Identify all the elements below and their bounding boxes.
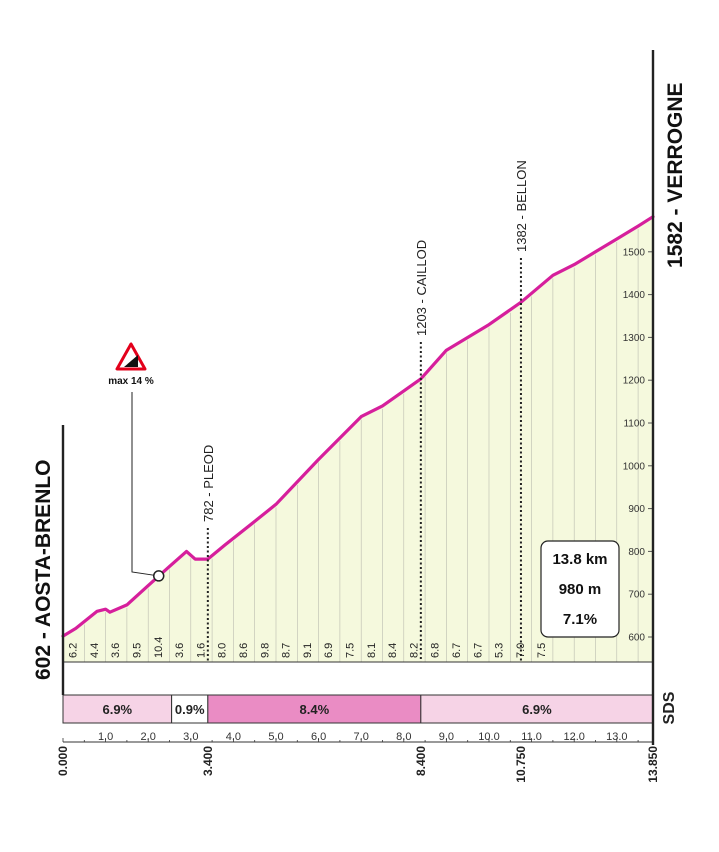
brand-logo: SDS [661, 691, 678, 724]
distance-tick-label: 1.0 [98, 731, 113, 743]
elevation-tick-label: 1100 [623, 419, 645, 430]
profile-line [61, 215, 655, 638]
km-marker-label: 13.850 [646, 746, 660, 783]
start-label: 602 - AOSTA-BRENLO [32, 459, 55, 680]
elevation-tick-label: 1000 [623, 461, 646, 472]
gradient-label: 1.6 [195, 643, 207, 658]
elevation-tick-label: 800 [628, 547, 645, 558]
elevation-tick-label: 1200 [623, 376, 646, 387]
gradient-label: 6.8 [430, 643, 442, 658]
km-marker-label: 3.400 [201, 746, 215, 776]
elevation-tick-label: 900 [628, 504, 645, 515]
summary-distance: 13.8 km [552, 551, 607, 568]
gradient-label: 9.5 [132, 643, 144, 658]
summary-average: 7.1% [563, 611, 597, 628]
gradient-label: 7.5 [536, 643, 548, 658]
gradient-label: 6.9 [323, 643, 335, 658]
gradient-label: 8.0 [217, 643, 229, 658]
elevation-tick-label: 1300 [623, 333, 646, 344]
elevation-tick-label: 1500 [623, 247, 646, 258]
gradient-label: 6.2 [68, 643, 80, 658]
gradient-labels: 6.2 4.4 3.6 9.5 10.4 3.6 1.6 8.0 8.6 9.8 8.7 9.1 6.9… [68, 637, 549, 658]
gradient-label: 8.2 [408, 643, 420, 658]
slope-icon [124, 355, 138, 367]
gradient-label: 8.4 [387, 643, 399, 658]
profile-area-layer [63, 216, 653, 662]
distance-tick-label: 6.0 [311, 731, 326, 743]
brand-label: SDS [661, 691, 678, 724]
distance-tick-label: 4.0 [226, 731, 241, 743]
max-gradient-label: max 14 % [108, 376, 154, 387]
gradient-label: 6.7 [472, 643, 484, 658]
max-gradient-leader [131, 392, 159, 577]
gradient-label: 5.3 [494, 643, 506, 658]
waypoint-label: 782 - PLEOD [201, 445, 216, 522]
max-gradient-callout: max 14 % [108, 342, 165, 582]
km-marker-label: 8.400 [414, 746, 428, 776]
profile-line-layer [61, 215, 655, 638]
gradient-segment-label: 8.4% [300, 702, 330, 717]
gradient-label: 3.6 [174, 643, 186, 658]
gradient-segment-bar: 6.9% 0.9% 8.4% 6.9% [62, 694, 654, 724]
finish-label: 1582 - VERROGNE [664, 82, 687, 268]
gradient-segment-label: 6.9% [522, 702, 552, 717]
distance-tick-label: 2.0 [141, 731, 156, 743]
gradient-label: 4.4 [89, 643, 101, 658]
distance-tick-label: 3.0 [183, 731, 198, 743]
distance-tick-label: 10.0 [478, 731, 499, 743]
gradient-label: 7.5 [345, 643, 357, 658]
gradient-segment [62, 694, 173, 724]
km-marker-label: 0.000 [56, 746, 70, 776]
profile-area [63, 216, 653, 662]
summary-gain: 980 m [559, 581, 602, 598]
elevation-tick-label: 1400 [623, 290, 646, 301]
gradient-segment-label: 6.9% [102, 702, 132, 717]
distance-tick-label: 9.0 [439, 731, 454, 743]
summary-box [540, 540, 620, 638]
gradient-label: 6.7 [451, 643, 463, 658]
gradient-label: 8.1 [366, 643, 378, 658]
distance-tick-label: 8.0 [396, 731, 411, 743]
distance-tick-label: 13.0 [606, 731, 627, 743]
distance-tick-label: 5.0 [268, 731, 283, 743]
gradient-segment-label: 0.9% [175, 702, 205, 717]
climb-summary-box: 13.8 km 980 m 7.1% [540, 540, 620, 638]
gradient-label: 9.1 [302, 643, 314, 658]
distance-tick-label: 7.0 [354, 731, 369, 743]
km-marker-label: 10.750 [514, 746, 528, 783]
gradient-label: 3.6 [110, 643, 122, 658]
max-gradient-point [152, 570, 165, 582]
elevation-tick-label: 600 [628, 633, 645, 644]
gradient-label: 10.4 [153, 637, 165, 658]
waypoint-label: 1203 - CAILLOD [414, 240, 429, 336]
waypoint-label: 1382 - BELLON [514, 160, 529, 252]
gradient-label: 8.7 [281, 643, 293, 658]
gradient-label: 9.8 [259, 643, 271, 658]
gradient-label: 8.6 [238, 643, 250, 658]
distance-tick-label: 12.0 [563, 731, 584, 743]
gradient-segment [420, 694, 654, 724]
gradient-grid-layer [63, 229, 653, 663]
distance-tick-label: 11.0 [521, 731, 542, 743]
waypoints-layer: 602 - AOSTA-BRENLO 782 - PLEOD 1203 - CAIL… [32, 50, 687, 745]
elevation-tick-label: 700 [628, 590, 645, 601]
distance-axis: 1.0 2.0 3.0 4.0 5.0 6.0 7.0 8.0 9.0 10.0 11.0 12.0 1… [56, 731, 660, 783]
